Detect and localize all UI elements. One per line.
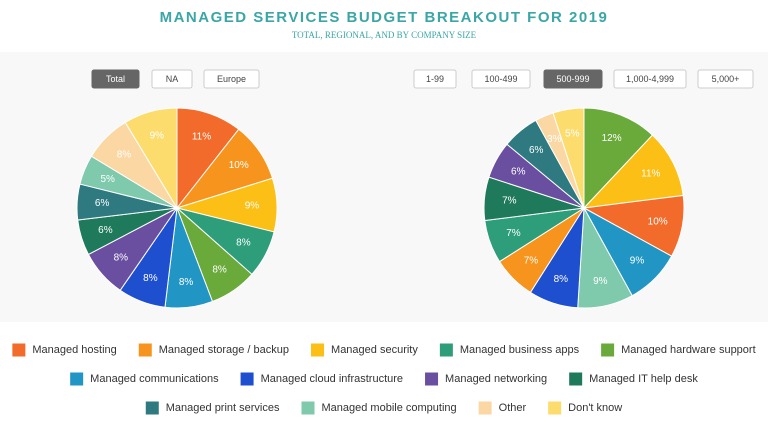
legend-label: Managed business apps xyxy=(460,344,580,356)
slice-label: 8% xyxy=(554,274,569,285)
pie-slice xyxy=(583,107,654,210)
filter-button[interactable]: 5,000+ xyxy=(697,69,754,89)
slice-label: 8% xyxy=(143,273,158,284)
button-box xyxy=(613,69,687,89)
slice-label: 8% xyxy=(117,150,132,161)
button-box xyxy=(697,69,754,89)
title: MANAGED SERVICES BUDGET BREAKOUT FOR 201… xyxy=(160,9,609,26)
filter-button[interactable]: 100-499 xyxy=(471,69,531,89)
filter-button[interactable]: Total xyxy=(91,69,140,89)
legend-swatch xyxy=(12,343,26,357)
legend-item: Managed business apps xyxy=(439,343,580,357)
legend-swatch xyxy=(548,401,562,415)
slice-label: 6% xyxy=(529,145,544,156)
slice-label: 10% xyxy=(648,217,668,228)
legend-swatch xyxy=(478,401,492,415)
filter-button[interactable]: 1,000-4,999 xyxy=(613,69,687,89)
legend-item: Managed security xyxy=(311,343,418,357)
legend-label: Managed IT help desk xyxy=(589,373,698,385)
filter-button[interactable]: 1-99 xyxy=(413,69,457,89)
legend-item: Other xyxy=(478,401,527,415)
slice-label: 11% xyxy=(641,169,660,180)
legend-label: Managed networking xyxy=(445,373,547,385)
slice-label: 6% xyxy=(511,167,526,178)
legend-item: Don't know xyxy=(548,401,622,415)
legend-label: Managed print services xyxy=(166,402,280,414)
slice-label: 6% xyxy=(98,225,113,236)
slice-label: 8% xyxy=(179,277,194,288)
button-box xyxy=(543,69,603,89)
button-label: 1,000-4,999 xyxy=(626,74,674,84)
legend-swatch xyxy=(569,372,583,386)
legend-label: Managed cloud infrastructure xyxy=(261,373,403,385)
legend-swatch xyxy=(425,372,439,386)
pie-slice xyxy=(552,107,585,209)
legend-item: Managed mobile computing xyxy=(301,401,457,415)
slice-label: 10% xyxy=(229,160,249,171)
slice-label: 8% xyxy=(212,264,227,275)
slice-label: 11% xyxy=(192,132,211,143)
legend-item: Managed IT help desk xyxy=(569,372,698,386)
legend-swatch xyxy=(311,343,325,357)
slice-label: 5% xyxy=(100,174,115,185)
slice-label: 7% xyxy=(524,256,539,267)
button-box xyxy=(151,69,193,89)
slice-label: 9% xyxy=(630,256,645,267)
button-label: 500-999 xyxy=(556,74,589,84)
legend-item: Managed print services xyxy=(145,401,280,415)
legend-swatch xyxy=(439,343,453,357)
legend-item: Managed cloud infrastructure xyxy=(240,372,403,386)
button-box xyxy=(413,69,457,89)
slice-label: 8% xyxy=(114,252,129,263)
legend-label: Managed communications xyxy=(90,373,219,385)
button-label: 5,000+ xyxy=(712,74,740,84)
legend-swatch xyxy=(70,372,84,386)
legend-swatch xyxy=(240,372,254,386)
filter-button[interactable]: Europe xyxy=(203,69,260,89)
legend-item: Managed hardware support xyxy=(601,343,756,357)
slice-label: 9% xyxy=(593,276,608,287)
slice-label: 6% xyxy=(95,198,110,209)
button-label: Europe xyxy=(217,74,246,84)
legend-item: Managed communications xyxy=(70,372,219,386)
button-box xyxy=(91,69,140,89)
legend-label: Managed storage / backup xyxy=(159,344,289,356)
legend-label: Don't know xyxy=(568,402,622,414)
slice-label: 5% xyxy=(565,129,580,140)
filter-button[interactable]: 500-999 xyxy=(543,69,603,89)
legend-label: Managed hosting xyxy=(32,344,116,356)
filter-button[interactable]: NA xyxy=(151,69,193,89)
legend-swatch xyxy=(301,401,315,415)
subtitle: TOTAL, REGIONAL, AND BY COMPANY SIZE xyxy=(292,30,477,40)
button-label: Total xyxy=(106,74,125,84)
legend-label: Other xyxy=(499,402,527,414)
legend-item: Managed networking xyxy=(425,372,547,386)
button-box xyxy=(203,69,260,89)
button-label: NA xyxy=(166,74,179,84)
pie-slice xyxy=(582,134,684,209)
legend-item: Managed hosting xyxy=(12,343,117,357)
slice-label: 9% xyxy=(150,130,165,141)
legend-label: Managed security xyxy=(331,344,418,356)
legend-swatch xyxy=(601,343,615,357)
pie-slice xyxy=(124,107,178,210)
slice-label: 7% xyxy=(506,228,521,239)
slice-label: 12% xyxy=(602,133,622,144)
legend-item: Managed storage / backup xyxy=(138,343,289,357)
button-label: 1-99 xyxy=(426,74,444,84)
slice-label: 3% xyxy=(547,134,562,145)
legend-swatch xyxy=(138,343,152,357)
legend-swatch xyxy=(145,401,159,415)
slice-label: 7% xyxy=(502,196,517,207)
slice-label: 8% xyxy=(236,237,251,248)
button-box xyxy=(471,69,531,89)
legend-label: Managed hardware support xyxy=(621,344,756,356)
button-label: 100-499 xyxy=(484,74,517,84)
slice-label: 9% xyxy=(245,200,260,211)
legend-label: Managed mobile computing xyxy=(322,402,457,414)
